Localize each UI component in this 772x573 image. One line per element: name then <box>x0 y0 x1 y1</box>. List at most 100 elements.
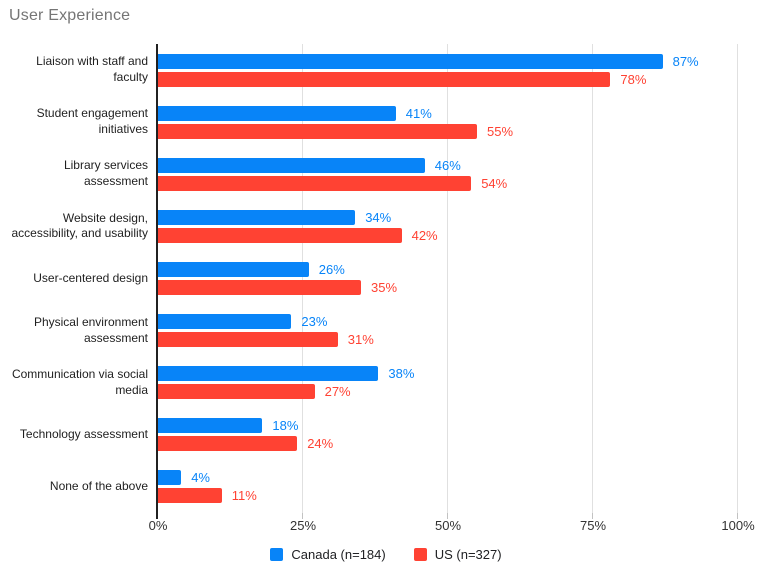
bar-line: 38% <box>158 366 738 382</box>
bar-group: Website design, accessibility, and usabi… <box>0 200 738 252</box>
x-tick-label: 50% <box>434 518 462 533</box>
value-label: 27% <box>324 384 351 400</box>
bar-segment[interactable] <box>158 53 663 69</box>
bar-segment[interactable] <box>158 418 263 434</box>
value-label: 55% <box>487 123 514 139</box>
bars-cell: 23% 31% <box>158 314 738 348</box>
bar-segment[interactable] <box>158 384 315 400</box>
x-axis: 0% 25% 50% 75% 100% <box>149 518 755 534</box>
value-label: 42% <box>411 227 438 243</box>
bar-rows: Liaison with staff and faculty 87% 78% Stud… <box>0 44 738 513</box>
bar-line: 23% <box>158 314 738 330</box>
bar-line: 4% <box>158 470 738 486</box>
value-label: 18% <box>272 418 299 434</box>
bar-line: 31% <box>158 332 738 348</box>
bar-line: 34% <box>158 209 738 225</box>
bar-group: Student engagement initiatives 41% 55% <box>0 96 738 148</box>
x-tick-label: 100% <box>721 518 755 533</box>
value-label: 38% <box>388 366 415 382</box>
bars-cell: 41% 55% <box>158 105 738 139</box>
category-label: Website design, accessibility, and usabi… <box>11 210 148 241</box>
category-label: Liaison with staff and faculty <box>36 54 148 85</box>
legend-label: Canada (n=184) <box>291 547 386 562</box>
bar-segment[interactable] <box>158 71 611 87</box>
bar-line: 42% <box>158 227 738 243</box>
gridline-50 <box>447 44 448 513</box>
bar-segment[interactable] <box>158 157 425 173</box>
bar-segment[interactable] <box>158 332 338 348</box>
bar-segment[interactable] <box>158 261 309 277</box>
bar-line: 26% <box>158 261 738 277</box>
bar-group: User-centered design 26% 35% <box>0 252 738 304</box>
bar-line: 78% <box>158 71 738 87</box>
axis-tick-75 <box>592 513 593 519</box>
category-label: Library services assessment <box>63 158 148 189</box>
bar-segment[interactable] <box>158 366 379 382</box>
bar-line: 55% <box>158 123 738 139</box>
value-label: 41% <box>405 105 432 121</box>
category-label: None of the above <box>49 479 148 494</box>
value-label: 54% <box>481 175 508 191</box>
y-axis-line <box>156 44 158 519</box>
bar-segment[interactable] <box>158 227 402 243</box>
bars-cell: 38% 27% <box>158 366 738 400</box>
legend-swatch <box>270 548 284 561</box>
bars-cell: 87% 78% <box>158 53 738 87</box>
bar-group: Communication via social media 38% 27% <box>0 357 738 409</box>
bar-line: 27% <box>158 384 738 400</box>
bar-group: Physical environment assessment 23% 31% <box>0 305 738 357</box>
axis-tick-50 <box>447 513 448 519</box>
bars-cell: 26% 35% <box>158 261 738 295</box>
value-label: 31% <box>347 332 374 348</box>
bar-segment[interactable] <box>158 279 361 295</box>
bar-group: Technology assessment 18% 24% <box>0 409 738 461</box>
value-label: 46% <box>434 157 461 173</box>
axis-tick-25 <box>302 513 303 519</box>
bar-segment[interactable] <box>158 123 477 139</box>
bar-segment[interactable] <box>158 209 356 225</box>
value-label: 87% <box>672 53 699 69</box>
bar-line: 18% <box>158 418 738 434</box>
bars-cell: 46% 54% <box>158 157 738 191</box>
x-tick-label: 75% <box>579 518 607 533</box>
bar-group: None of the above 4% 11% <box>0 461 738 513</box>
bar-line: 35% <box>158 279 738 295</box>
bar-line: 46% <box>158 157 738 173</box>
bar-segment[interactable] <box>158 314 292 330</box>
gridline-75 <box>592 44 593 513</box>
bar-segment[interactable] <box>158 105 396 121</box>
bar-line: 87% <box>158 53 738 69</box>
bars-cell: 34% 42% <box>158 209 738 243</box>
value-label: 34% <box>365 209 392 225</box>
bar-line: 11% <box>158 488 738 504</box>
legend-swatch <box>413 548 427 561</box>
bar-line: 24% <box>158 436 738 452</box>
value-label: 4% <box>191 470 210 486</box>
category-label: Technology assessment <box>19 426 148 441</box>
category-label: Physical environment assessment <box>33 314 148 345</box>
legend-label: US (n=327) <box>434 547 502 562</box>
value-label: 78% <box>620 71 647 87</box>
axis-tick-100 <box>737 513 738 519</box>
bar-group: Liaison with staff and faculty 87% 78% <box>0 44 738 96</box>
bar-group: Library services assessment 46% 54% <box>0 148 738 200</box>
legend: Canada (n=184) US (n=327) <box>0 547 772 562</box>
bar-segment[interactable] <box>158 470 182 486</box>
category-label: Communication via social media <box>11 366 148 397</box>
plot-area <box>156 44 738 519</box>
bar-segment[interactable] <box>158 175 472 191</box>
legend-item[interactable]: US (n=327) <box>413 547 502 562</box>
legend-item[interactable]: Canada (n=184) <box>270 547 386 562</box>
category-label: Student engagement initiatives <box>36 106 148 137</box>
bar-line: 41% <box>158 105 738 121</box>
x-tick-label: 25% <box>289 518 317 533</box>
bar-line: 54% <box>158 175 738 191</box>
bars-cell: 18% 24% <box>158 418 738 452</box>
gridline-100 <box>737 44 738 513</box>
value-label: 35% <box>371 279 398 295</box>
bar-segment[interactable] <box>158 436 298 452</box>
category-label: User-centered design <box>33 270 148 285</box>
gridline-25 <box>302 44 303 513</box>
bar-segment[interactable] <box>158 488 222 504</box>
value-label: 23% <box>301 314 328 330</box>
